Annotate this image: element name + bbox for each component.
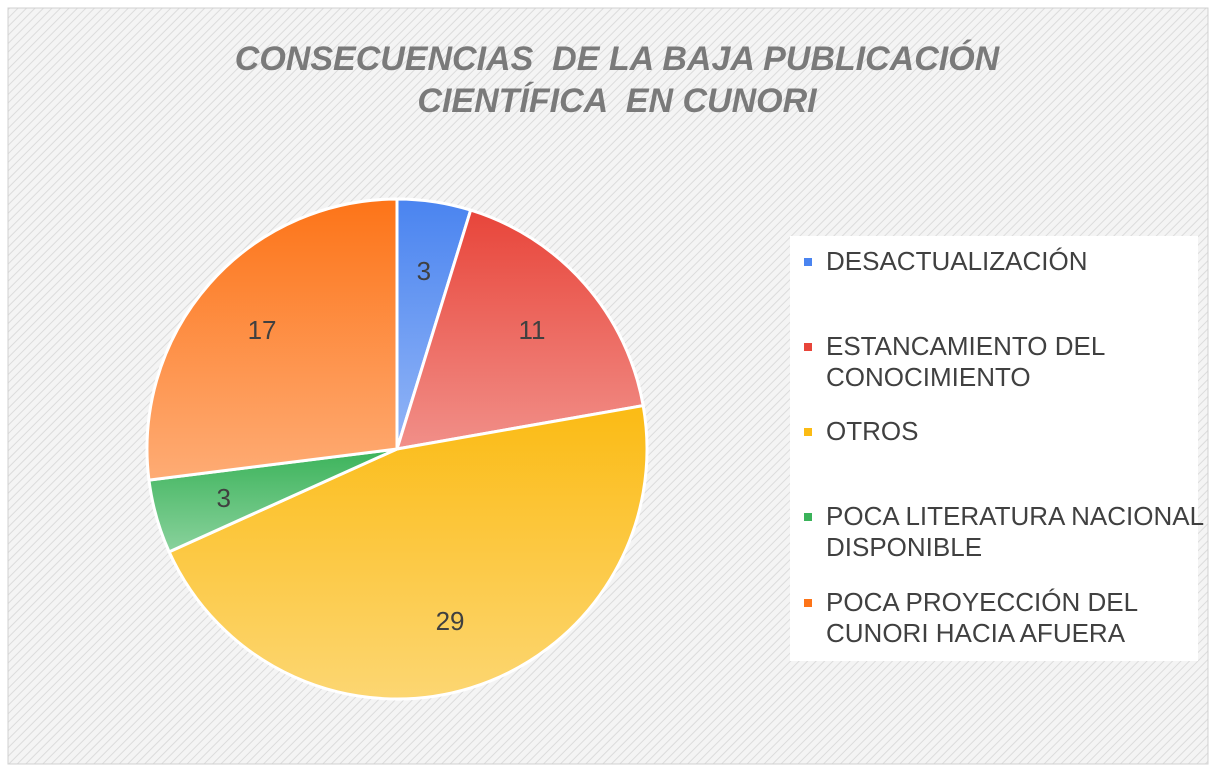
data-label: 17 (248, 315, 277, 345)
data-label: 29 (436, 606, 465, 636)
legend-swatch (804, 428, 812, 436)
legend-swatch (804, 258, 812, 266)
chart-title: CONSECUENCIAS DE LA BAJA PUBLICACIÓN (235, 40, 1001, 78)
legend-swatch (804, 343, 812, 351)
data-label: 3 (417, 256, 431, 286)
data-label: 11 (518, 315, 545, 345)
pie-slice (167, 403, 649, 701)
legend-swatch (804, 599, 812, 607)
legend-item: DESACTUALIZACIÓN (804, 246, 1206, 277)
legend-item: ESTANCAMIENTO DEL CONOCIMIENTO (804, 331, 1206, 393)
legend-item: OTROS (804, 416, 1206, 447)
data-label: 3 (216, 483, 230, 513)
legend-label: POCA PROYECCIÓN DEL CUNORI HACIA AFUERA (826, 587, 1138, 648)
legend-item: POCA LITERATURA NACIONAL DISPONIBLE (804, 501, 1206, 563)
pie-slice (145, 197, 399, 482)
pie-slice (394, 208, 645, 451)
legend-label: DESACTUALIZACIÓN (826, 246, 1088, 276)
legend-label: ESTANCAMIENTO DEL CONOCIMIENTO (826, 331, 1105, 392)
legend-label: OTROS (826, 416, 919, 446)
legend-swatch (804, 513, 812, 521)
legend-item: POCA PROYECCIÓN DEL CUNORI HACIA AFUERA (804, 587, 1206, 649)
legend: DESACTUALIZACIÓN ESTANCAMIENTO DEL CONOCI… (790, 236, 1203, 661)
chart-title: CIENTÍFICA EN CUNORI (417, 82, 818, 120)
legend-label: POCA LITERATURA NACIONAL DISPONIBLE (826, 501, 1204, 562)
